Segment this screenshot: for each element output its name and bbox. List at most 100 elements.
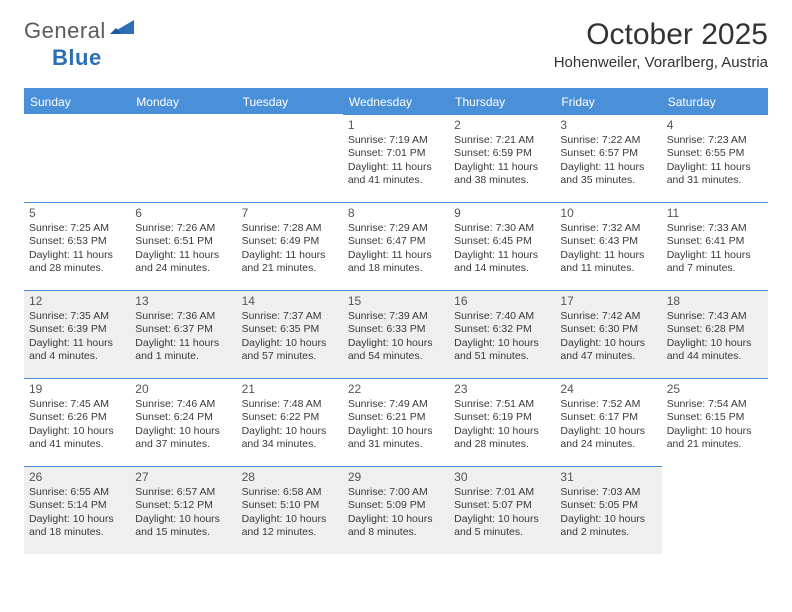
day-number: 27: [135, 470, 231, 484]
sunset-line: Sunset: 6:17 PM: [560, 411, 656, 424]
sunset-line: Sunset: 5:10 PM: [242, 499, 338, 512]
sunset-line: Sunset: 6:49 PM: [242, 235, 338, 248]
dow-monday: Monday: [130, 90, 236, 114]
sunrise-line: Sunrise: 7:37 AM: [242, 310, 338, 323]
daylight-line: Daylight: 10 hours and 15 minutes.: [135, 513, 231, 540]
sunrise-line: Sunrise: 7:32 AM: [560, 222, 656, 235]
sunrise-line: Sunrise: 7:26 AM: [135, 222, 231, 235]
day-number: 18: [667, 294, 763, 308]
sunrise-line: Sunrise: 7:36 AM: [135, 310, 231, 323]
day-number: 4: [667, 118, 763, 132]
sunset-line: Sunset: 6:39 PM: [29, 323, 125, 336]
sunset-line: Sunset: 6:45 PM: [454, 235, 550, 248]
day-cell-12: 12Sunrise: 7:35 AMSunset: 6:39 PMDayligh…: [24, 290, 130, 378]
day-number: 11: [667, 206, 763, 220]
day-number: 9: [454, 206, 550, 220]
daylight-line: Daylight: 10 hours and 2 minutes.: [560, 513, 656, 540]
sunrise-line: Sunrise: 7:52 AM: [560, 398, 656, 411]
day-number: 1: [348, 118, 444, 132]
sunrise-line: Sunrise: 6:58 AM: [242, 486, 338, 499]
day-number: 28: [242, 470, 338, 484]
logo-text-blue: Blue: [52, 45, 102, 70]
daylight-line: Daylight: 11 hours and 24 minutes.: [135, 249, 231, 276]
day-number: 12: [29, 294, 125, 308]
daylight-line: Daylight: 10 hours and 44 minutes.: [667, 337, 763, 364]
sunset-line: Sunset: 5:12 PM: [135, 499, 231, 512]
daylight-line: Daylight: 11 hours and 38 minutes.: [454, 161, 550, 188]
daylight-line: Daylight: 11 hours and 41 minutes.: [348, 161, 444, 188]
day-number: 21: [242, 382, 338, 396]
daylight-line: Daylight: 11 hours and 11 minutes.: [560, 249, 656, 276]
sunset-line: Sunset: 6:30 PM: [560, 323, 656, 336]
sunset-line: Sunset: 6:22 PM: [242, 411, 338, 424]
sunset-line: Sunset: 5:09 PM: [348, 499, 444, 512]
day-number: 20: [135, 382, 231, 396]
logo-text-general: General: [24, 18, 106, 44]
sunrise-line: Sunrise: 7:43 AM: [667, 310, 763, 323]
sunset-line: Sunset: 6:55 PM: [667, 147, 763, 160]
logo-triangle-icon: [110, 18, 138, 41]
sunrise-line: Sunrise: 7:33 AM: [667, 222, 763, 235]
day-cell-21: 21Sunrise: 7:48 AMSunset: 6:22 PMDayligh…: [237, 378, 343, 466]
sunrise-line: Sunrise: 7:29 AM: [348, 222, 444, 235]
day-number: 7: [242, 206, 338, 220]
sunrise-line: Sunrise: 7:35 AM: [29, 310, 125, 323]
sunrise-line: Sunrise: 7:25 AM: [29, 222, 125, 235]
sunset-line: Sunset: 7:01 PM: [348, 147, 444, 160]
day-number: 13: [135, 294, 231, 308]
day-number: 14: [242, 294, 338, 308]
sunset-line: Sunset: 6:32 PM: [454, 323, 550, 336]
day-cell-1: 1 Sunrise: 7:19 AMSunset: 7:01 PMDaylight…: [343, 114, 449, 202]
sunset-line: Sunset: 6:24 PM: [135, 411, 231, 424]
sunset-line: Sunset: 6:28 PM: [667, 323, 763, 336]
day-cell-17: 17Sunrise: 7:42 AMSunset: 6:30 PMDayligh…: [555, 290, 661, 378]
sunrise-line: Sunrise: 7:54 AM: [667, 398, 763, 411]
day-cell-28: 28 Sunrise: 6:58 AMSunset: 5:10 PMDayligh…: [237, 466, 343, 554]
sunrise-line: Sunrise: 7:01 AM: [454, 486, 550, 499]
sunrise-line: Sunrise: 6:57 AM: [135, 486, 231, 499]
sunrise-line: Sunrise: 7:39 AM: [348, 310, 444, 323]
dow-thursday: Thursday: [449, 90, 555, 114]
sunrise-line: Sunrise: 7:21 AM: [454, 134, 550, 147]
daylight-line: Daylight: 11 hours and 31 minutes.: [667, 161, 763, 188]
sunrise-line: Sunrise: 7:30 AM: [454, 222, 550, 235]
daylight-line: Daylight: 10 hours and 31 minutes.: [348, 425, 444, 452]
day-number: 10: [560, 206, 656, 220]
sunrise-line: Sunrise: 7:22 AM: [560, 134, 656, 147]
sunset-line: Sunset: 5:14 PM: [29, 499, 125, 512]
sunset-line: Sunset: 5:05 PM: [560, 499, 656, 512]
day-cell-3: 3Sunrise: 7:22 AMSunset: 6:57 PMDaylight…: [555, 114, 661, 202]
sunset-line: Sunset: 6:57 PM: [560, 147, 656, 160]
sunset-line: Sunset: 6:19 PM: [454, 411, 550, 424]
day-cell-15: 15Sunrise: 7:39 AMSunset: 6:33 PMDayligh…: [343, 290, 449, 378]
sunset-line: Sunset: 6:15 PM: [667, 411, 763, 424]
daylight-line: Daylight: 10 hours and 18 minutes.: [29, 513, 125, 540]
sunrise-line: Sunrise: 7:19 AM: [348, 134, 444, 147]
day-number: 25: [667, 382, 763, 396]
day-number: 19: [29, 382, 125, 396]
daylight-line: Daylight: 10 hours and 37 minutes.: [135, 425, 231, 452]
day-number: 6: [135, 206, 231, 220]
daylight-line: Daylight: 11 hours and 14 minutes.: [454, 249, 550, 276]
daylight-line: Daylight: 10 hours and 57 minutes.: [242, 337, 338, 364]
day-cell-13: 13Sunrise: 7:36 AMSunset: 6:37 PMDayligh…: [130, 290, 236, 378]
day-cell-22: 22Sunrise: 7:49 AMSunset: 6:21 PMDayligh…: [343, 378, 449, 466]
day-cell-25: 25Sunrise: 7:54 AMSunset: 6:15 PMDayligh…: [662, 378, 768, 466]
sunset-line: Sunset: 6:47 PM: [348, 235, 444, 248]
dow-tuesday: Tuesday: [237, 90, 343, 114]
day-of-week-header: SundayMondayTuesdayWednesdayThursdayFrid…: [24, 90, 768, 114]
day-cell-24: 24Sunrise: 7:52 AMSunset: 6:17 PMDayligh…: [555, 378, 661, 466]
day-cell-9: 9 Sunrise: 7:30 AMSunset: 6:45 PMDaylight…: [449, 202, 555, 290]
daylight-line: Daylight: 10 hours and 51 minutes.: [454, 337, 550, 364]
sunrise-line: Sunrise: 6:55 AM: [29, 486, 125, 499]
sunset-line: Sunset: 6:37 PM: [135, 323, 231, 336]
day-cell-5: 5Sunrise: 7:25 AMSunset: 6:53 PMDaylight…: [24, 202, 130, 290]
day-cell-26: 26Sunrise: 6:55 AMSunset: 5:14 PMDayligh…: [24, 466, 130, 554]
day-number: 3: [560, 118, 656, 132]
daylight-line: Daylight: 10 hours and 54 minutes.: [348, 337, 444, 364]
daylight-line: Daylight: 10 hours and 12 minutes.: [242, 513, 338, 540]
sunset-line: Sunset: 6:59 PM: [454, 147, 550, 160]
dow-saturday: Saturday: [662, 90, 768, 114]
daylight-line: Daylight: 11 hours and 28 minutes.: [29, 249, 125, 276]
empty-cell: [662, 466, 768, 554]
